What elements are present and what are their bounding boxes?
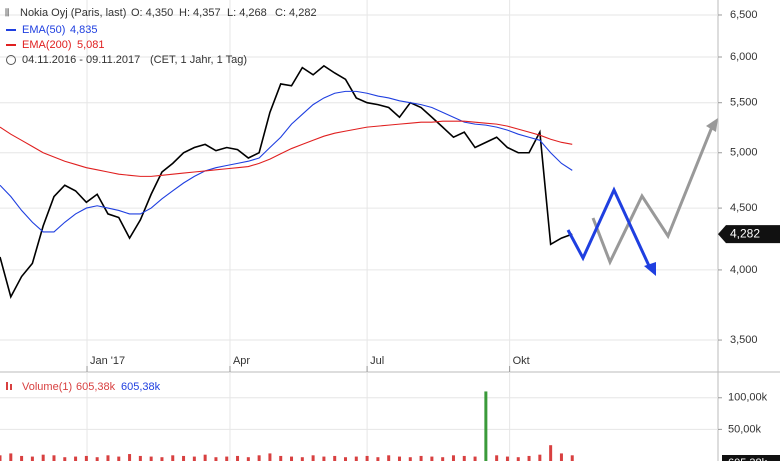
volume-bar (441, 457, 445, 461)
volume-bar (30, 456, 34, 461)
volume-bar (290, 456, 294, 461)
volume-bar (311, 455, 315, 461)
series-line (0, 90, 573, 233)
volume-bar (74, 456, 78, 461)
y-tick-label: 6,000 (730, 51, 758, 63)
volume-bar (333, 455, 337, 461)
volume-bar (257, 455, 261, 461)
volume-bar (570, 455, 574, 461)
volume-bar (365, 455, 369, 461)
volume-bar (516, 457, 520, 461)
volume-bar (236, 455, 240, 461)
y-tick-label: 4,500 (730, 202, 758, 214)
legend-value: 605,38k (121, 381, 161, 393)
volume-bar (559, 453, 563, 461)
ohlc-value: L: 4,268 (227, 7, 267, 19)
volume-bar (128, 454, 132, 461)
volume-bar (138, 455, 142, 461)
icon: ⫼ (5, 7, 9, 17)
volume-bar (268, 453, 272, 461)
volume-bar (495, 455, 499, 461)
volume-bar (246, 457, 250, 461)
y-tick-label: 5,000 (730, 147, 758, 159)
volume-bar (397, 456, 401, 461)
y-tick-label: 6,500 (730, 9, 758, 21)
volume-bar (473, 456, 477, 461)
volume-bar (505, 456, 509, 461)
y-tick-label: 100,00k (728, 392, 768, 404)
x-tick-label: Okt (513, 355, 530, 367)
volume-bar (376, 457, 380, 461)
volume-bar (192, 456, 196, 461)
x-tick-label: Jan '17 (90, 355, 125, 367)
volume-bar (9, 453, 13, 461)
volume-tag (722, 455, 780, 461)
volume-bar (462, 455, 466, 461)
x-tick-label: Apr (233, 355, 250, 367)
volume-bar (52, 455, 56, 461)
legend-label: EMA(50) (22, 24, 65, 36)
volume-bar (149, 456, 153, 461)
ohlc-value: C: 4,282 (275, 7, 317, 19)
date-range: 04.11.2016 - 09.11.2017 (22, 54, 140, 66)
volume-bar (484, 391, 488, 461)
volume-bar (203, 454, 207, 461)
forecast-gray (591, 121, 716, 266)
date-note: (CET, 1 Jahr, 1 Tag) (150, 54, 247, 66)
y-tick-label: 4,000 (730, 264, 758, 276)
volume-bar (171, 455, 175, 461)
ohlc-value: H: 4,357 (179, 7, 221, 19)
price-tag-label: 4,282 (730, 226, 760, 240)
volume-bar (106, 455, 110, 461)
volume-bar (20, 455, 24, 461)
volume-bar (63, 457, 67, 461)
legend-swatch (6, 382, 8, 390)
arrow-head (706, 118, 718, 132)
x-tick-label: Jul (370, 355, 384, 367)
volume-bar (214, 457, 218, 461)
price-tag (718, 225, 780, 244)
legend-swatch (10, 384, 12, 390)
y-tick-label: 3,500 (730, 334, 758, 346)
volume-bar (117, 456, 121, 461)
legend-label: EMA(200) (22, 39, 72, 51)
series-line (0, 64, 573, 300)
legend-value: 5,081 (77, 39, 105, 51)
volume-bar (84, 455, 88, 461)
volume-bar (182, 455, 186, 461)
legend-value: 605,38k (76, 381, 116, 393)
ohlc-value: O: 4,350 (131, 7, 173, 19)
y-tick-label: 50,00k (728, 423, 762, 435)
volume-bar (408, 457, 412, 461)
volume-bar (300, 457, 304, 461)
volume-bar (41, 454, 45, 461)
volume-bar (354, 456, 358, 461)
volume-tag-label: 605,38k (728, 457, 768, 461)
y-tick-label: 5,500 (730, 97, 758, 109)
volume-bar (451, 455, 455, 461)
volume-bar (0, 455, 2, 461)
forecast-arrows (566, 118, 718, 276)
volume-bar (322, 456, 326, 461)
volume-bar (344, 457, 348, 461)
legend-label: Volume(1) (22, 381, 72, 393)
volume-bar (549, 445, 553, 461)
series-line (0, 120, 573, 177)
chart-title: Nokia Oyj (Paris, last) (20, 7, 126, 19)
volume-bar (95, 457, 99, 461)
volume-bar (160, 457, 164, 461)
legend-value: 4,835 (70, 24, 98, 36)
volume-bar (279, 455, 283, 461)
volume-bar (419, 455, 423, 461)
forecast-blue (566, 186, 652, 269)
volume-bar (225, 456, 229, 461)
clock-icon (6, 55, 16, 65)
volume-bar (527, 455, 531, 461)
volume-bar (387, 455, 391, 461)
volume-bar (538, 454, 542, 461)
arrow-head (644, 262, 656, 276)
volume-bar (430, 456, 434, 461)
